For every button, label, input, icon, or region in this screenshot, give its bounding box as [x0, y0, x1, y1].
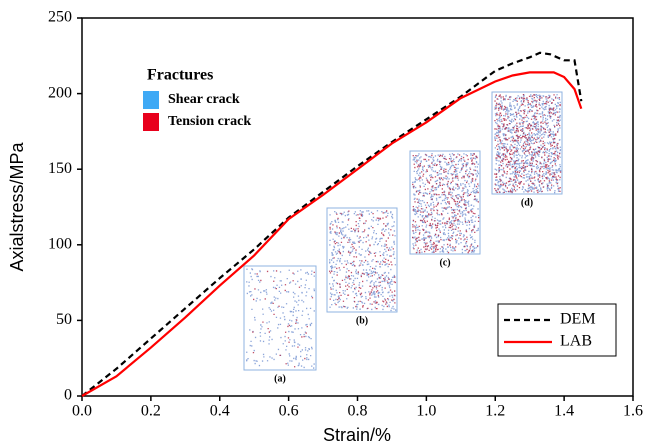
inset-label: (b) — [356, 315, 368, 326]
legend-box — [498, 304, 616, 356]
x-tick-label: 0.0 — [72, 403, 92, 420]
y-tick-label: 200 — [48, 84, 72, 101]
y-tick-label: 100 — [48, 235, 72, 252]
inset-label: (d) — [521, 197, 533, 208]
x-tick-label: 1.0 — [416, 403, 436, 420]
x-axis-title: Strain/% — [323, 425, 391, 445]
inset-label: (c) — [439, 257, 450, 268]
chart: Strain/% Axialstress/MPa 0 50 100 150 200 250… — [0, 0, 654, 445]
x-tick-label: 1.6 — [623, 403, 643, 420]
inset-label: (a) — [274, 373, 286, 384]
fracture-label: Shear crack — [168, 92, 240, 107]
legend-label: LAB — [560, 333, 592, 350]
x-tick-label: 0.4 — [210, 403, 230, 420]
x-tick-label: 0.2 — [141, 403, 161, 420]
legend-label: DEM — [560, 311, 596, 328]
fracture-swatch — [143, 113, 159, 131]
y-tick-label: 0 — [64, 387, 72, 404]
x-tick-label: 0.6 — [279, 403, 299, 420]
fracture-label: Tension crack — [168, 114, 251, 129]
y-axis-title: Axialstress/MPa — [7, 142, 27, 272]
y-tick-label: 250 — [48, 9, 72, 26]
x-tick-label: 1.2 — [485, 403, 505, 420]
y-tick-label: 150 — [48, 160, 72, 177]
fracture-swatch — [143, 91, 159, 109]
y-tick-label: 50 — [56, 311, 72, 328]
x-tick-label: 0.8 — [348, 403, 368, 420]
x-tick-label: 1.4 — [554, 403, 574, 420]
fracture-legend-title: Fractures — [147, 67, 213, 84]
